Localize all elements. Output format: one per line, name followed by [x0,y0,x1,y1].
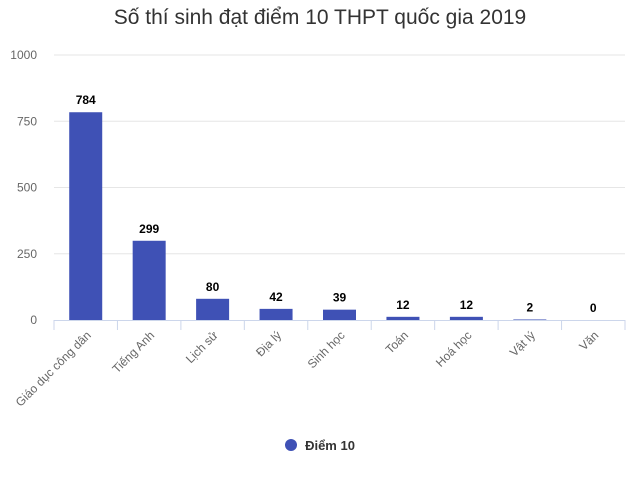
x-tick-label: Hoá học [433,328,475,370]
data-label: 39 [333,291,347,305]
x-axis: Giáo dục công dân Tiếng Anh Lịch sử Địa lý S… [13,320,626,409]
data-label: 12 [460,298,474,312]
x-tick-label: Vật lý [507,328,538,359]
bar[interactable] [386,316,420,320]
data-label: 0 [590,301,597,315]
bar[interactable] [132,240,166,320]
x-tick-label: Lịch sử [183,328,221,366]
x-tick-label: Văn [576,328,601,353]
data-label: 784 [76,93,96,107]
y-tick-label: 0 [30,313,37,327]
legend[interactable]: Điểm 10 [0,438,640,453]
data-label: 2 [526,300,533,314]
y-tick-label: 250 [17,247,37,261]
data-labels: 784 299 80 42 39 12 12 2 0 [76,93,597,315]
x-tick-label: Toán [383,328,411,356]
bars [69,112,547,321]
data-label: 12 [396,298,410,312]
bar[interactable] [259,308,293,320]
x-tick-label: Tiếng Anh [109,328,157,376]
bar[interactable] [69,112,103,321]
bar[interactable] [449,316,483,320]
y-tick-label: 500 [17,181,37,195]
data-label: 80 [206,280,220,294]
x-tick-label: Địa lý [253,328,284,359]
x-tick-label: Giáo dục công dân [13,328,94,409]
data-label: 299 [139,222,159,236]
y-tick-label: 750 [17,114,37,128]
chart-title: Số thí sinh đạt điểm 10 THPT quốc gia 20… [113,6,527,29]
legend-label: Điểm 10 [305,438,355,453]
x-tick-label: Sinh học [305,328,348,371]
y-tick-label: 1000 [10,48,37,62]
legend-swatch-icon [285,439,298,451]
data-label: 42 [269,290,283,304]
gridlines: 0 250 500 750 1000 [10,48,625,327]
bar[interactable] [513,319,547,320]
bar[interactable] [196,298,230,320]
bar[interactable] [323,309,356,320]
